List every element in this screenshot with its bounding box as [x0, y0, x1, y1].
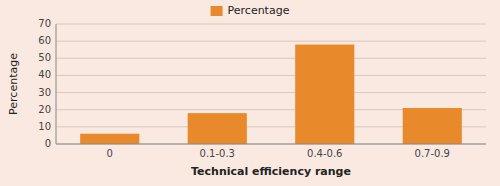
- legend-label: Percentage: [228, 4, 290, 17]
- y-axis-label: Percentage: [7, 53, 20, 115]
- y-tick-label: 70: [38, 18, 51, 29]
- y-tick-label: 10: [38, 121, 51, 132]
- chart: 0 10 20 30 40 50 60 70 0 0.1-0.3 0.4-0.6 0.7-0.9 Tec…: [0, 0, 500, 186]
- y-axis-line: [56, 24, 57, 144]
- grid-line: [56, 24, 486, 25]
- y-tick-label: 60: [38, 35, 51, 46]
- bars: [80, 45, 462, 144]
- grid: [56, 24, 486, 144]
- bar: [80, 134, 139, 144]
- grid-line: [56, 41, 486, 42]
- legend-swatch: [211, 6, 223, 16]
- x-tick-label: 0.1-0.3: [200, 148, 235, 159]
- x-axis-line: [56, 144, 486, 145]
- bar: [188, 113, 247, 144]
- bar: [403, 108, 462, 144]
- grid-line: [56, 144, 486, 145]
- x-axis-label: Technical efficiency range: [191, 165, 351, 178]
- y-tick-label: 40: [38, 69, 51, 80]
- y-tick-label: 0: [45, 138, 51, 149]
- grid-line: [56, 58, 486, 59]
- chart-container: 0 10 20 30 40 50 60 70 0 0.1-0.3 0.4-0.6 0.7-0.9 Tec…: [0, 0, 500, 186]
- grid-line: [56, 92, 486, 93]
- grid-line: [56, 75, 486, 76]
- y-tick-label: 50: [38, 52, 51, 63]
- y-tick-label: 20: [38, 104, 51, 115]
- background: [0, 0, 500, 186]
- x-tick-label: 0: [107, 148, 113, 159]
- x-tick-label: 0.7-0.9: [415, 148, 450, 159]
- bar: [295, 45, 354, 144]
- x-tick-label: 0.4-0.6: [307, 148, 342, 159]
- y-tick-label: 30: [38, 87, 51, 98]
- legend: Percentage: [211, 4, 290, 17]
